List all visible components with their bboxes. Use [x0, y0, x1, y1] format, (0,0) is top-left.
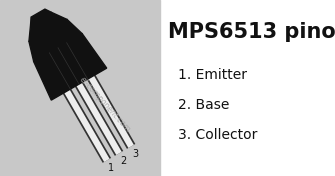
Polygon shape — [34, 34, 107, 100]
Text: 3. Collector: 3. Collector — [178, 128, 257, 142]
Text: 2: 2 — [120, 156, 127, 166]
Polygon shape — [29, 19, 82, 62]
Bar — [0, 0, 160, 176]
Text: MPS6513 pinout: MPS6513 pinout — [168, 22, 335, 42]
Text: 1. Emitter: 1. Emitter — [178, 68, 247, 82]
Text: 3: 3 — [133, 149, 139, 159]
Text: el-component.com: el-component.com — [78, 76, 132, 135]
Polygon shape — [30, 9, 51, 24]
Text: 2. Base: 2. Base — [178, 98, 229, 112]
Polygon shape — [29, 12, 67, 41]
Text: 1: 1 — [108, 163, 115, 173]
